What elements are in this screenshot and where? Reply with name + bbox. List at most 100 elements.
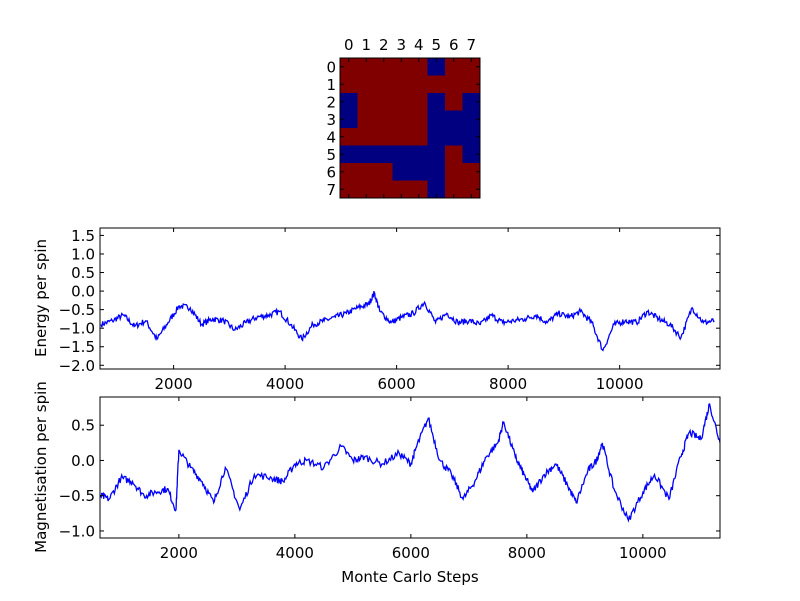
lattice-cell [392,128,411,146]
lattice-cell [427,128,446,146]
lattice-frame [339,57,481,199]
x-tick-label: 4000 [276,544,314,562]
lattice-cell [392,163,411,181]
x-tick-label: 10000 [619,544,667,562]
lattice-cell [462,180,481,199]
y-tick-label: 0.5 [71,417,95,435]
x-tick-label: 8000 [489,375,527,393]
lattice-cell [357,93,376,111]
lattice-cell [375,110,393,129]
lattice-cell [340,75,358,94]
y-tick-label: 4 [326,128,336,146]
lattice-cell [392,93,411,111]
lattice-cell [357,110,376,129]
lattice-cell [357,128,376,146]
x-tick-label: 7 [466,36,476,54]
lattice-cell [445,58,463,76]
lattice-cell [462,145,481,164]
y-tick-label: 1 [326,76,336,94]
lattice-cell [462,93,481,111]
y-tick-label: 0.0 [71,283,95,301]
y-tick-label: 7 [326,181,336,199]
magnetisation-ylabel: Magnetisation per spin [32,381,50,553]
y-tick-label: 5 [326,146,336,164]
y-tick-label: −1.5 [59,338,95,356]
lattice-cell [340,180,358,199]
lattice-cell [427,93,446,111]
lattice-cell [340,93,358,111]
lattice-cell [375,163,393,181]
magnetisation-plot: 2000 4000 6000 8000 10000 −1.0 −0.5 0.0 0.5 [59,396,721,562]
lattice-cell [392,180,411,199]
x-tick-label: 4000 [266,375,304,393]
lattice-cell [445,128,463,146]
lattice-cell [462,58,481,76]
x-tick-label: 2000 [160,544,198,562]
energy-ylabel: Energy per spin [32,239,50,357]
x-tick-label: 5 [431,36,441,54]
lattice-cell [462,75,481,94]
y-tick-label: 1.5 [71,227,95,245]
lattice-cell [375,180,393,199]
lattice-cell [445,110,463,129]
xlabel: Monte Carlo Steps [341,568,479,586]
lattice-cell [340,163,358,181]
x-tick-label: 6 [449,36,459,54]
y-tick-label: 0.0 [71,452,95,470]
lattice-cell [340,128,358,146]
lattice-cell [427,180,446,199]
y-tick-label: 1.0 [71,245,95,263]
lattice-cell [427,110,446,129]
y-tick-label: 2 [326,93,336,111]
lattice-cell [427,75,446,94]
lattice-cell [410,110,428,129]
lattice-cell [410,128,428,146]
x-tick-label: 2 [379,36,389,54]
x-tick-label: 2000 [155,375,193,393]
lattice-cell [410,163,428,181]
y-tick-label: −0.5 [59,301,95,319]
lattice-cell [375,145,393,164]
x-tick-label: 4 [414,36,424,54]
lattice-cell [462,128,481,146]
x-tick-label: 10000 [596,375,644,393]
series-line [100,290,715,352]
y-tick-label: 6 [326,163,336,181]
lattice-cell [340,110,358,129]
y-tick-label: 0.5 [71,264,95,282]
lattice-cell [462,110,481,129]
x-tick-label: 1 [361,36,371,54]
x-tick-label: 8000 [508,544,546,562]
lattice-cell [375,93,393,111]
lattice-cell [357,180,376,199]
lattice-cell [375,75,393,94]
lattice-cell [375,58,393,76]
axes-frame [99,227,721,370]
x-tick-label: 6000 [378,375,416,393]
y-tick-label: −1.0 [59,320,95,338]
y-tick-label: −2.0 [59,357,95,375]
lattice-cell [445,180,463,199]
lattice-cell [427,58,446,76]
lattice-cell [392,58,411,76]
axes-frame [99,396,721,539]
lattice-cell [392,145,411,164]
x-tick-label: 3 [396,36,406,54]
lattice-cell [427,163,446,181]
lattice-cell [410,93,428,111]
lattice-cell [410,180,428,199]
lattice-cell [392,110,411,129]
lattice-cell [357,145,376,164]
lattice-cell [340,58,358,76]
lattice-cell [462,163,481,181]
series-line [100,403,720,523]
lattice-cell [427,145,446,164]
lattice-cell [392,75,411,94]
lattice-cell [410,75,428,94]
lattice-cell [357,163,376,181]
x-tick-label: 6000 [392,544,430,562]
lattice-cell [357,75,376,94]
lattice-cell [445,93,463,111]
